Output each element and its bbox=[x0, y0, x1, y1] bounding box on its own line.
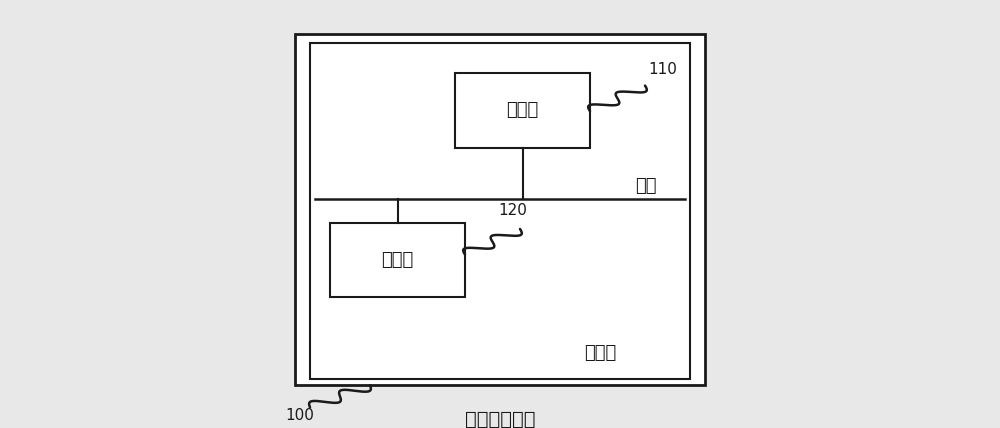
Bar bbox=[330, 223, 465, 297]
Text: 100: 100 bbox=[285, 407, 314, 423]
Text: 120: 120 bbox=[498, 203, 527, 218]
Bar bbox=[295, 34, 705, 385]
Text: 110: 110 bbox=[648, 62, 677, 77]
Text: 总线: 总线 bbox=[635, 177, 656, 195]
Text: 处理器: 处理器 bbox=[506, 101, 539, 119]
Text: 系统架构平台: 系统架构平台 bbox=[465, 410, 535, 428]
Text: 空调器: 空调器 bbox=[584, 344, 616, 362]
Bar bbox=[455, 73, 590, 148]
Bar bbox=[310, 43, 690, 379]
Text: 存储器: 存储器 bbox=[381, 251, 414, 269]
